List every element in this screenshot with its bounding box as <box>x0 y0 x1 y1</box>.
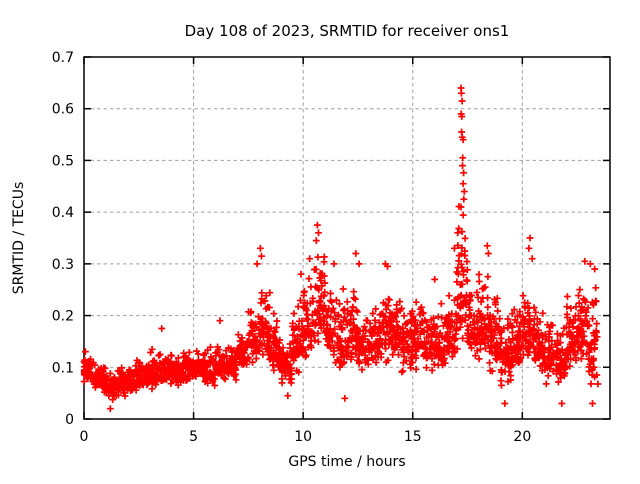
x-axis-label: GPS time / hours <box>288 454 405 470</box>
x-tick-label: 0 <box>80 429 89 445</box>
x-tick-label: 10 <box>294 429 312 445</box>
y-tick-label: 0 <box>65 412 74 428</box>
y-tick-label: 0.5 <box>52 153 74 169</box>
x-tick-label: 5 <box>189 429 198 445</box>
y-tick-labels: 0 0.1 0.2 0.3 0.4 0.5 0.6 0.7 <box>52 50 74 428</box>
chart-title: Day 108 of 2023, SRMTID for receiver ons… <box>185 22 510 40</box>
y-tick-label: 0.4 <box>52 205 74 221</box>
y-tick-label: 0.7 <box>52 50 74 66</box>
x-tick-label: 15 <box>404 429 422 445</box>
y-tick-label: 0.3 <box>52 257 74 273</box>
data-points <box>80 84 602 413</box>
x-tick-label: 20 <box>513 429 531 445</box>
y-tick-label: 0.2 <box>52 309 74 325</box>
y-tick-label: 0.1 <box>52 360 74 376</box>
y-axis-label: SRMTID / TECUs <box>11 182 27 295</box>
y-tick-label: 0.6 <box>52 102 74 118</box>
axis-ticks <box>83 56 610 420</box>
plot-border <box>83 56 611 420</box>
x-tick-labels: 0 5 10 15 20 <box>80 429 532 445</box>
